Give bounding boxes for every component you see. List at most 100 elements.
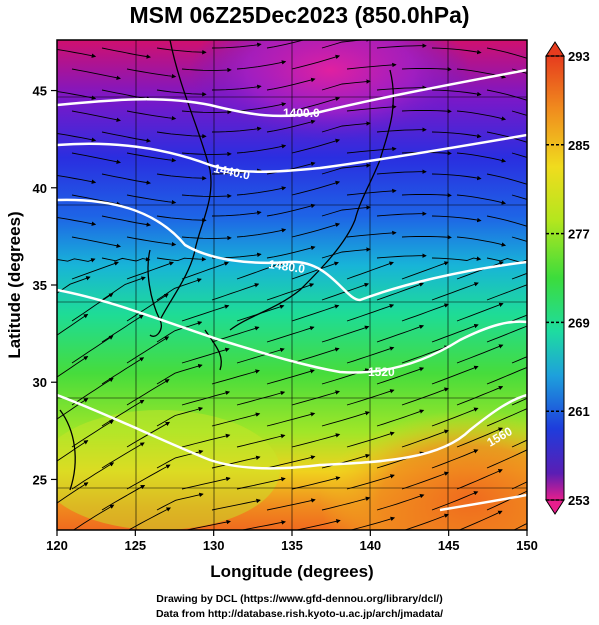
streamline <box>431 215 482 223</box>
streamline <box>57 217 97 226</box>
x-tick-label: 135 <box>281 538 303 553</box>
streamline <box>71 68 121 80</box>
streamline <box>71 293 114 322</box>
streamline <box>376 127 427 133</box>
streamline <box>456 110 507 121</box>
x-tick-label: 130 <box>203 538 225 553</box>
streamline <box>266 77 316 91</box>
x-axis-ticks: 120 125 130 135 140 145 150 <box>46 530 538 553</box>
streamline <box>486 408 527 427</box>
streamline <box>101 256 151 262</box>
streamline <box>236 228 287 238</box>
streamline <box>71 420 114 448</box>
contour-1480 <box>57 198 527 302</box>
streamline <box>511 314 527 322</box>
streamline <box>486 490 527 511</box>
streamline <box>236 433 286 448</box>
streamline <box>211 455 261 469</box>
streamline <box>101 442 145 469</box>
streamline <box>511 272 527 280</box>
streamline <box>346 230 397 238</box>
streamline <box>181 67 232 73</box>
x-axis-label: Longitude (degrees) <box>210 562 373 581</box>
streamline <box>156 89 207 97</box>
streamline <box>236 261 284 280</box>
streamline <box>236 102 287 112</box>
streamline <box>181 235 232 241</box>
streamline <box>266 412 316 427</box>
streamline <box>266 283 315 301</box>
streamline <box>401 234 452 240</box>
streamline <box>431 89 482 97</box>
streamline <box>511 152 527 158</box>
x-tick-label: 145 <box>438 538 460 553</box>
streamline <box>266 369 315 385</box>
streamline <box>431 282 479 301</box>
contour-1560 <box>57 393 527 470</box>
streamline <box>126 236 177 247</box>
y-tick-label: 30 <box>33 375 47 390</box>
streamline <box>181 476 231 490</box>
coastline-japan <box>229 69 394 331</box>
streamline <box>511 194 527 200</box>
streamline <box>156 363 203 385</box>
streamline <box>291 96 341 112</box>
streamline <box>181 433 231 448</box>
streamline <box>401 345 449 364</box>
streamline <box>211 84 262 91</box>
streamline <box>511 439 527 448</box>
streamline <box>456 344 504 364</box>
streamline <box>431 173 482 181</box>
streamline <box>346 188 397 196</box>
colorbar-tick-label: 269 <box>568 315 590 330</box>
streamline <box>236 390 286 406</box>
height-contours <box>57 68 527 512</box>
colorbar-tick-label: 293 <box>568 49 590 64</box>
streamline <box>431 323 479 343</box>
streamline <box>431 407 479 427</box>
streamline <box>57 91 97 100</box>
streamline <box>127 507 171 530</box>
streamline <box>57 175 97 184</box>
coastline-taiwan <box>59 409 76 491</box>
y-axis-label: Latitude (degrees) <box>5 211 24 358</box>
streamline <box>511 356 527 364</box>
streamline <box>401 471 449 490</box>
streamline <box>236 144 287 154</box>
streamline <box>511 481 527 490</box>
streamline <box>376 493 425 511</box>
streamline <box>211 412 261 427</box>
streamline <box>57 49 97 58</box>
streamline <box>266 498 316 511</box>
y-tick-label: 40 <box>33 181 47 196</box>
streamline <box>513 522 527 530</box>
streamline <box>291 54 341 70</box>
wind-streamlines <box>57 40 527 530</box>
streamline <box>321 121 371 133</box>
streamline <box>431 256 482 261</box>
streamline <box>291 433 341 448</box>
contour-1600 <box>439 493 527 512</box>
streamline <box>126 293 169 322</box>
colorbar-tick-label: 253 <box>568 493 590 508</box>
streamline <box>266 245 316 259</box>
streamline <box>456 236 507 247</box>
streamline <box>156 47 207 55</box>
streamline <box>181 390 231 406</box>
streamline <box>126 194 177 205</box>
colorbar-bottom-arrow <box>545 499 565 515</box>
streamline <box>156 173 207 181</box>
streamline <box>57 355 89 378</box>
y-axis-ticks: 45 40 35 30 25 <box>33 84 57 487</box>
streamline <box>291 347 340 364</box>
streamline <box>126 110 177 121</box>
streamline <box>101 399 145 427</box>
streamline <box>126 261 174 280</box>
streamline <box>401 303 449 322</box>
streamline <box>156 321 203 343</box>
contour-label-1400: 1400.0 <box>283 106 320 120</box>
streamline <box>349 516 396 530</box>
streamline <box>71 462 115 490</box>
streamline <box>401 66 452 72</box>
streamline <box>211 498 261 511</box>
